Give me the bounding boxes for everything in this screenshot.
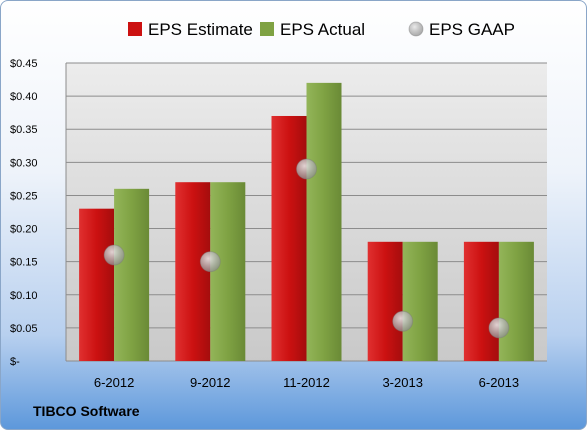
eps-gaap-marker — [199, 251, 221, 273]
eps-gaap-marker — [296, 158, 317, 180]
eps-actual-bar — [402, 241, 438, 361]
bars — [79, 82, 534, 361]
eps-gaap-marker — [392, 310, 414, 332]
y-tick-label: $0.35 — [10, 124, 38, 136]
eps-estimate-bar — [367, 241, 403, 361]
company-name: TIBCO Software — [33, 403, 140, 419]
x-tick-label: 3-2013 — [382, 375, 422, 390]
eps-actual-bar — [114, 188, 150, 361]
legend-label: EPS Actual — [280, 20, 365, 39]
eps-gaap-marker — [103, 244, 125, 266]
y-tick-label: $0.40 — [10, 91, 38, 103]
legend-swatch-estimate — [128, 22, 142, 36]
eps-estimate-bar — [175, 182, 211, 361]
legend-swatch-gaap — [408, 21, 424, 37]
legend-label: EPS GAAP — [429, 20, 515, 39]
y-tick-label: $0.20 — [10, 224, 38, 236]
eps-gaap-marker — [488, 317, 510, 339]
x-tick-label: 11-2012 — [283, 375, 330, 390]
eps-estimate-bar — [463, 241, 499, 361]
y-tick-label: $0.25 — [10, 190, 38, 202]
eps-estimate-bar — [79, 208, 115, 361]
x-tick-label: 6-2012 — [94, 375, 134, 390]
eps-actual-bar — [306, 82, 342, 361]
x-tick-label: 9-2012 — [190, 375, 230, 390]
legend-label: EPS Estimate — [148, 20, 253, 39]
eps-estimate-bar — [271, 115, 307, 361]
y-tick-label: $0.30 — [10, 157, 38, 169]
gaap-markers — [103, 158, 510, 339]
eps-actual-bar — [210, 182, 246, 361]
y-tick-label: $0.45 — [10, 58, 38, 70]
y-tick-label: $- — [10, 356, 20, 368]
x-tick-label: 6-2013 — [479, 375, 519, 390]
axes: $- $0.05 $0.10 $0.15 $0.20 $0.25 $0.30 $0.35 $0.… — [10, 58, 519, 390]
y-tick-label: $0.05 — [10, 323, 38, 335]
y-tick-label: $0.15 — [10, 257, 38, 269]
y-tick-label: $0.10 — [10, 290, 38, 302]
legend: EPS Estimate EPS Actual EPS GAAP — [128, 20, 515, 39]
eps-actual-bar — [498, 241, 534, 361]
legend-swatch-actual — [260, 22, 274, 36]
